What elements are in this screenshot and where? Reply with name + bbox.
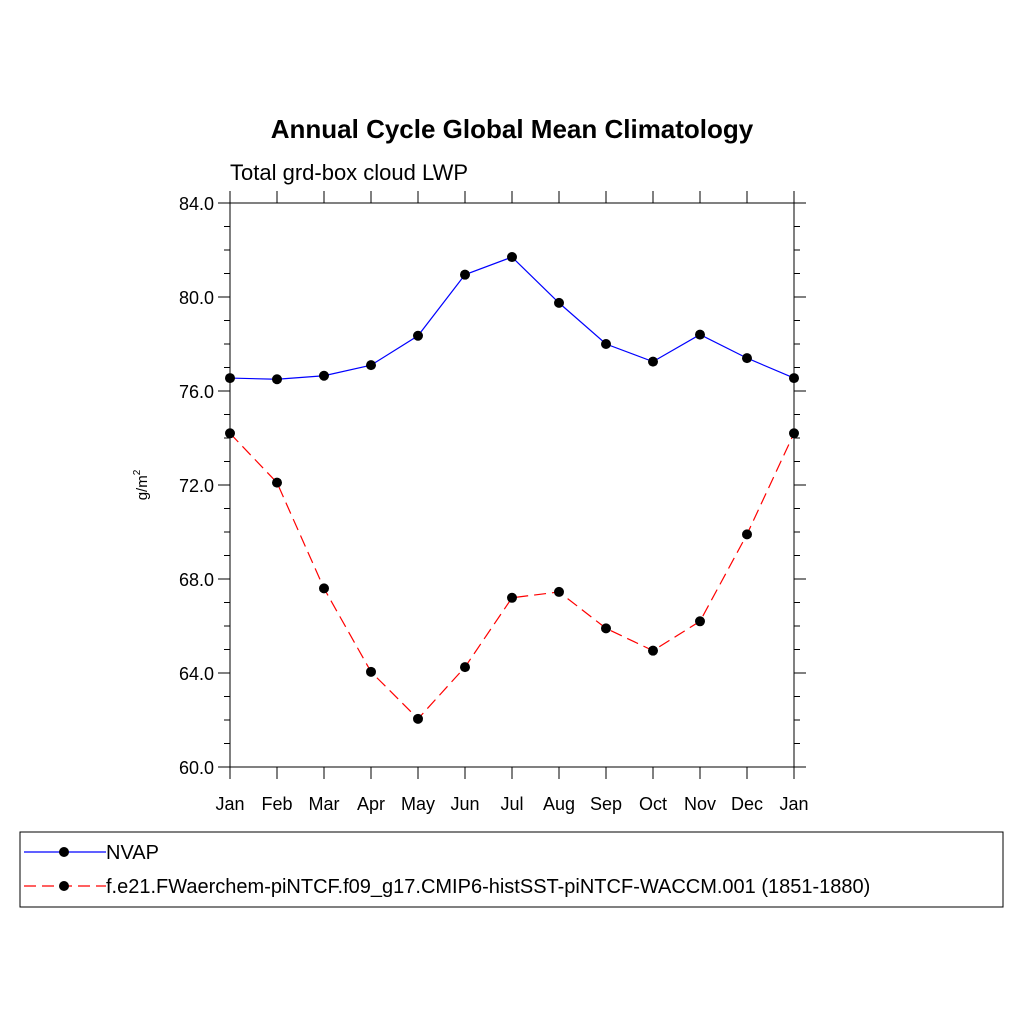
x-tick-label: Jan bbox=[215, 794, 244, 814]
y-axis-label: g/m2 bbox=[132, 469, 151, 500]
x-tick-label: Jul bbox=[500, 794, 523, 814]
data-point bbox=[554, 586, 564, 597]
data-point bbox=[413, 330, 423, 341]
x-tick-label: Mar bbox=[309, 794, 340, 814]
y-tick-label: 80.0 bbox=[179, 288, 214, 308]
y-axis-label-unit: g/m bbox=[134, 475, 151, 500]
legend-label: NVAP bbox=[106, 842, 159, 864]
data-point bbox=[554, 297, 564, 308]
series-lines bbox=[229, 256, 795, 720]
data-point bbox=[507, 252, 517, 263]
x-tick-label: Feb bbox=[261, 794, 292, 814]
data-point bbox=[272, 477, 282, 488]
svg-text:g/m2: g/m2 bbox=[132, 469, 151, 500]
legend-label: f.e21.FWaerchem-piNTCF.f09_g17.CMIP6-his… bbox=[106, 876, 870, 898]
x-tick-label: Sep bbox=[590, 794, 622, 814]
data-point bbox=[366, 666, 376, 677]
x-tick-label: Apr bbox=[357, 794, 385, 814]
data-point bbox=[460, 269, 470, 280]
data-point bbox=[460, 662, 470, 673]
plot-frame bbox=[229, 202, 795, 768]
legend-marker bbox=[59, 881, 69, 891]
data-point bbox=[601, 339, 611, 349]
data-point bbox=[742, 353, 752, 364]
data-point bbox=[413, 713, 423, 724]
data-point bbox=[648, 356, 658, 367]
data-point bbox=[648, 645, 658, 656]
y-tick-label: 76.0 bbox=[179, 382, 214, 402]
legend-marker bbox=[59, 847, 69, 857]
series-line-2 bbox=[229, 432, 795, 720]
x-tick-label: May bbox=[401, 794, 435, 814]
chart-title: Annual Cycle Global Mean Climatology bbox=[271, 114, 754, 144]
axis-ticks bbox=[218, 191, 806, 779]
data-point bbox=[507, 592, 517, 603]
x-tick-label: Jan bbox=[779, 794, 808, 814]
legend-box bbox=[19, 831, 1004, 908]
data-markers bbox=[225, 252, 799, 724]
x-tick-label: Aug bbox=[543, 794, 575, 814]
data-point bbox=[366, 360, 376, 371]
tick-labels: Jan Feb Mar Apr May Jun Jul Aug Sep Oct Nov Dec Jan6… bbox=[179, 194, 809, 814]
chart-subtitle: Total grd-box cloud LWP bbox=[230, 160, 468, 185]
data-point bbox=[742, 529, 752, 540]
y-tick-label: 64.0 bbox=[179, 664, 214, 684]
data-point bbox=[695, 329, 705, 340]
y-tick-label: 72.0 bbox=[179, 476, 214, 496]
data-point bbox=[319, 583, 329, 594]
y-tick-label: 60.0 bbox=[179, 758, 214, 778]
legend: NVAP f.e21.FWaerchem-piNTCF.f09_g17.CMIP6… bbox=[19, 831, 1004, 908]
y-tick-label: 68.0 bbox=[179, 570, 214, 590]
data-point bbox=[601, 623, 611, 634]
y-axis-label-exponent: 2 bbox=[132, 469, 143, 475]
x-tick-label: Dec bbox=[731, 794, 763, 814]
y-tick-label: 84.0 bbox=[179, 194, 214, 214]
x-tick-label: Oct bbox=[639, 794, 667, 814]
series-line-1 bbox=[229, 256, 795, 380]
x-tick-label: Jun bbox=[450, 794, 479, 814]
data-point bbox=[319, 370, 329, 381]
data-point bbox=[272, 374, 282, 385]
data-point bbox=[695, 616, 705, 627]
x-tick-label: Nov bbox=[684, 794, 716, 814]
